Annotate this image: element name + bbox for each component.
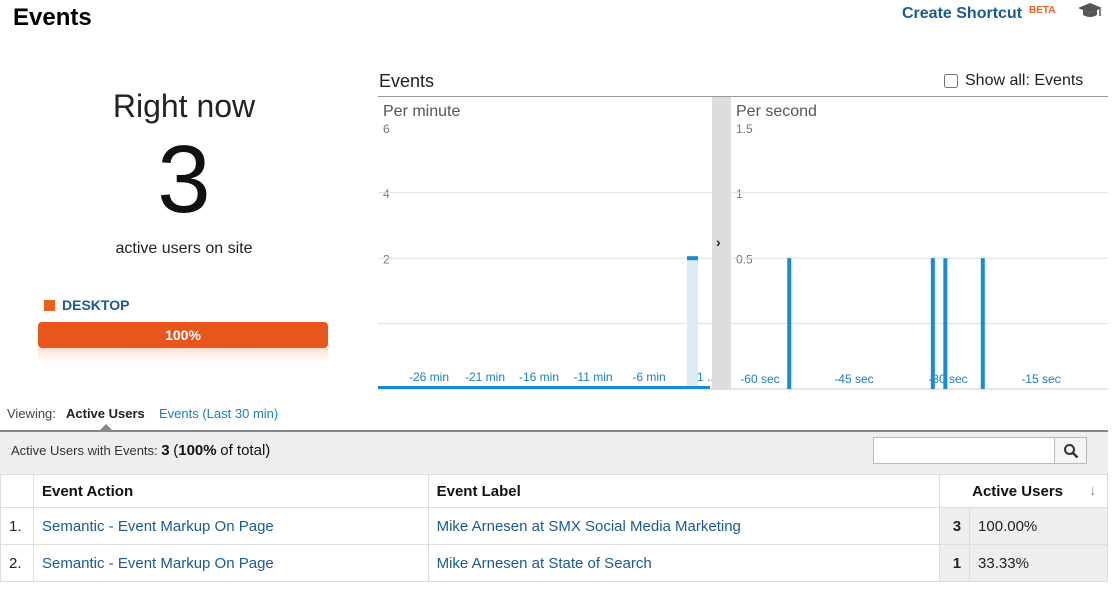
- header-active-users[interactable]: Active Users: [939, 474, 1108, 508]
- tab-active-users[interactable]: Active Users: [66, 406, 145, 421]
- page-title: Events: [13, 4, 92, 31]
- chevron-right-icon[interactable]: ›: [716, 234, 721, 250]
- show-all-checkbox[interactable]: [944, 74, 958, 88]
- active-users-label: active users on site: [115, 240, 253, 257]
- y-tick-label: 2: [383, 253, 390, 267]
- x-tick-label: -6 min: [632, 370, 665, 384]
- table-row: 2. Semantic - Event Markup On Page Mike …: [0, 544, 1108, 582]
- search-icon: [1063, 443, 1078, 458]
- beta-badge: BETA: [1029, 5, 1056, 16]
- show-all-label: Show all: Events: [965, 72, 1084, 89]
- active-tab-caret: [100, 424, 112, 430]
- graduation-cap-icon[interactable]: [1076, 0, 1104, 22]
- chart-bar: [980, 258, 985, 389]
- chart-bar: [943, 258, 948, 389]
- x-tick-label: -45 sec: [834, 372, 873, 386]
- x-tick-label: -16 min: [519, 370, 559, 384]
- y-tick-label: 1: [736, 187, 743, 201]
- chart-bar-cap: [687, 256, 698, 261]
- x-tick-label: -26 min: [409, 370, 449, 384]
- chart-bar: [687, 258, 698, 389]
- x-tick-label: -30 sec: [928, 372, 967, 386]
- table-search-input[interactable]: [873, 437, 1055, 464]
- events-table: Event Action Event Label Active Users 1.…: [0, 474, 1108, 582]
- chart-bar: [930, 258, 935, 389]
- per-minute-chart: Per minute 2 4 6 -26 min -21 min -16 min -11 mi…: [378, 97, 712, 390]
- table-header-row: Event Action Event Label Active Users: [0, 474, 1108, 508]
- desktop-legend-swatch: [44, 300, 55, 311]
- events-chart-title: Events: [379, 71, 435, 91]
- active-users-value: 3: [939, 507, 971, 545]
- y-tick-label: 4: [383, 187, 390, 201]
- event-label-link[interactable]: Mike Arnesen at State of Search: [436, 554, 652, 572]
- summary-count: 3: [161, 442, 170, 459]
- chart-title: Per minute: [383, 103, 460, 120]
- event-label-link[interactable]: Mike Arnesen at SMX Social Media Marketi…: [436, 517, 741, 535]
- tab-events-last-30[interactable]: Events (Last 30 min): [159, 406, 279, 421]
- row-number: 2.: [0, 544, 34, 582]
- right-now-label: Right now: [112, 88, 256, 124]
- events-divider: [378, 96, 1108, 97]
- chart-bar: [787, 258, 792, 389]
- chart-separator: [712, 97, 731, 390]
- active-users-value: 1: [939, 544, 971, 582]
- x-tick-label: -15 sec: [1021, 372, 1060, 386]
- viewing-label: Viewing:: [7, 406, 56, 421]
- active-users-count: 3: [157, 126, 211, 233]
- chart-title: Per second: [736, 103, 817, 120]
- show-all-toggle[interactable]: Show all: Events: [944, 72, 1083, 90]
- table-row: 1. Semantic - Event Markup On Page Mike …: [0, 507, 1108, 545]
- create-shortcut-link[interactable]: Create Shortcut: [902, 5, 1023, 22]
- summary-label: Active Users with Events:: [11, 443, 158, 458]
- summary-pct: 100%: [178, 442, 217, 459]
- x-tick-label: -11 min: [573, 370, 612, 384]
- y-tick-label: 6: [383, 122, 390, 136]
- event-action-link[interactable]: Semantic - Event Markup On Page: [41, 517, 274, 535]
- search-button[interactable]: [1054, 437, 1087, 464]
- header-event-action[interactable]: Event Action: [32, 474, 429, 508]
- x-tick-label: -60 sec: [740, 372, 779, 386]
- baseline-activity: [378, 386, 710, 389]
- device-bar-reflection: [38, 348, 328, 362]
- summary-suffix: of total): [220, 442, 271, 459]
- desktop-legend-label[interactable]: DESKTOP: [62, 297, 130, 313]
- row-number: 1.: [0, 507, 34, 545]
- table-summary: Active Users with Events: 3 (100% of tot…: [11, 442, 271, 459]
- device-bar: 100%: [38, 322, 328, 348]
- active-users-pct: 33.33%: [969, 544, 1108, 582]
- y-tick-label: 1.5: [736, 122, 753, 136]
- header-num: [0, 474, 34, 508]
- active-users-pct: 100.00%: [969, 507, 1108, 545]
- x-tick-label: -21 min: [465, 370, 505, 384]
- per-second-chart: Per second 0.5 1 1.5 -60 sec -45 sec -30 sec -1…: [731, 97, 1108, 390]
- sort-arrow-icon[interactable]: ↓: [1089, 482, 1097, 499]
- y-tick-label: 0.5: [736, 253, 753, 267]
- header-event-label[interactable]: Event Label: [427, 474, 941, 508]
- device-bar-pct: 100%: [165, 327, 201, 343]
- event-action-link[interactable]: Semantic - Event Markup On Page: [41, 554, 274, 572]
